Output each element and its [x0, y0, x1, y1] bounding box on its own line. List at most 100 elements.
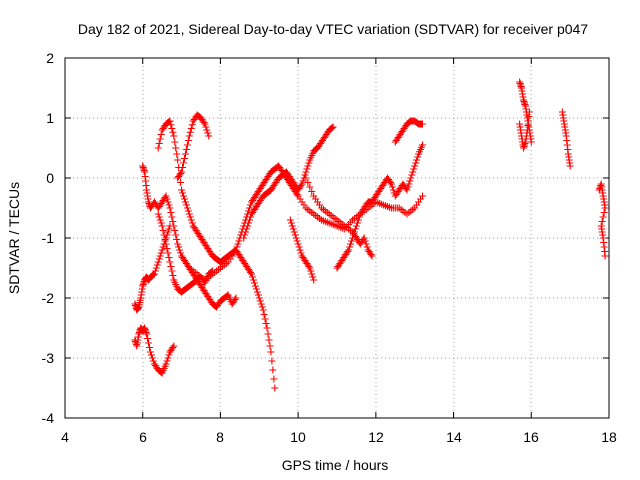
data-point — [308, 188, 316, 195]
data-point — [187, 216, 195, 224]
data-point — [188, 219, 196, 227]
x-tick-label: 6 — [139, 429, 147, 445]
data-point — [388, 183, 396, 191]
data-point — [158, 246, 166, 254]
data-point — [303, 165, 311, 173]
data-point — [166, 204, 174, 212]
data-point — [162, 240, 170, 248]
data-point — [346, 243, 354, 251]
data-point — [308, 270, 316, 278]
data-point — [165, 201, 173, 209]
data-point — [566, 162, 574, 170]
data-point — [262, 320, 270, 327]
data-point — [302, 174, 310, 182]
data-point — [186, 213, 194, 221]
data-point — [171, 227, 179, 234]
data-point — [162, 360, 170, 368]
data-point — [143, 330, 151, 338]
y-tick-labels: 2 1 0 -1 -2 -3 -4 — [42, 50, 55, 426]
data-point — [148, 354, 156, 362]
data-point — [188, 121, 196, 129]
data-point — [163, 357, 171, 365]
data-point — [245, 219, 253, 227]
data-point — [598, 218, 606, 225]
data-point — [306, 183, 314, 191]
data-point — [247, 213, 255, 221]
data-point — [361, 237, 369, 245]
grid — [65, 58, 609, 418]
data-point — [242, 228, 250, 236]
data-point — [404, 183, 412, 191]
data-point — [169, 272, 177, 279]
data-point — [157, 219, 165, 227]
data-point — [289, 225, 297, 233]
data-point — [265, 336, 273, 344]
y-tick-label: 0 — [46, 170, 54, 186]
data-point — [144, 335, 152, 342]
data-point — [146, 348, 154, 356]
data-point — [166, 117, 174, 125]
data-point — [408, 171, 416, 179]
data-point — [149, 357, 157, 365]
data-point — [349, 234, 357, 242]
data-point — [292, 234, 300, 242]
data-point — [360, 234, 368, 242]
data-point — [156, 135, 164, 143]
data-point — [271, 384, 279, 392]
data-point — [167, 121, 175, 129]
data-point — [310, 276, 318, 284]
data-point — [403, 186, 411, 194]
data-point — [367, 251, 375, 258]
data-point — [175, 243, 183, 251]
data-point — [172, 144, 180, 152]
y-tick-label: -4 — [42, 410, 55, 426]
data-point — [249, 276, 257, 284]
data-point — [165, 225, 173, 233]
data-point — [269, 366, 277, 374]
data-point — [147, 351, 155, 359]
data-point — [169, 344, 177, 351]
data-point — [248, 270, 256, 278]
data-point — [302, 168, 310, 176]
data-point — [231, 296, 239, 303]
data-point — [405, 180, 413, 188]
data-point — [248, 273, 256, 281]
y-tick-label: -3 — [42, 350, 55, 366]
data-point — [354, 216, 362, 224]
data-point — [180, 195, 188, 203]
data-point — [244, 222, 252, 230]
data-point — [164, 354, 172, 362]
data-point — [411, 162, 419, 170]
data-point — [297, 249, 305, 257]
data-point — [525, 108, 533, 116]
data-point — [304, 162, 312, 170]
data-point — [251, 282, 259, 290]
data-point — [259, 306, 267, 314]
data-point — [243, 225, 251, 233]
data-point — [305, 263, 313, 270]
data-point — [599, 213, 607, 221]
x-tick-labels: 4 6 8 10 12 14 16 18 — [61, 429, 617, 445]
data-point — [164, 228, 172, 236]
data-point — [178, 186, 186, 194]
data-point — [180, 192, 188, 200]
data-point — [165, 254, 173, 261]
data-point — [290, 228, 298, 236]
data-point — [418, 120, 426, 128]
data-point — [409, 168, 417, 176]
data-points — [131, 78, 609, 392]
data-point — [286, 216, 294, 224]
data-point — [329, 123, 337, 131]
data-point — [261, 315, 269, 323]
data-point — [287, 219, 295, 227]
data-point — [307, 267, 315, 275]
data-point — [177, 170, 185, 177]
data-point — [240, 234, 248, 242]
data-point — [368, 252, 376, 260]
data-point — [258, 303, 266, 311]
data-point — [146, 344, 154, 351]
data-point — [291, 231, 299, 239]
data-point — [162, 192, 170, 200]
data-point — [184, 137, 192, 144]
